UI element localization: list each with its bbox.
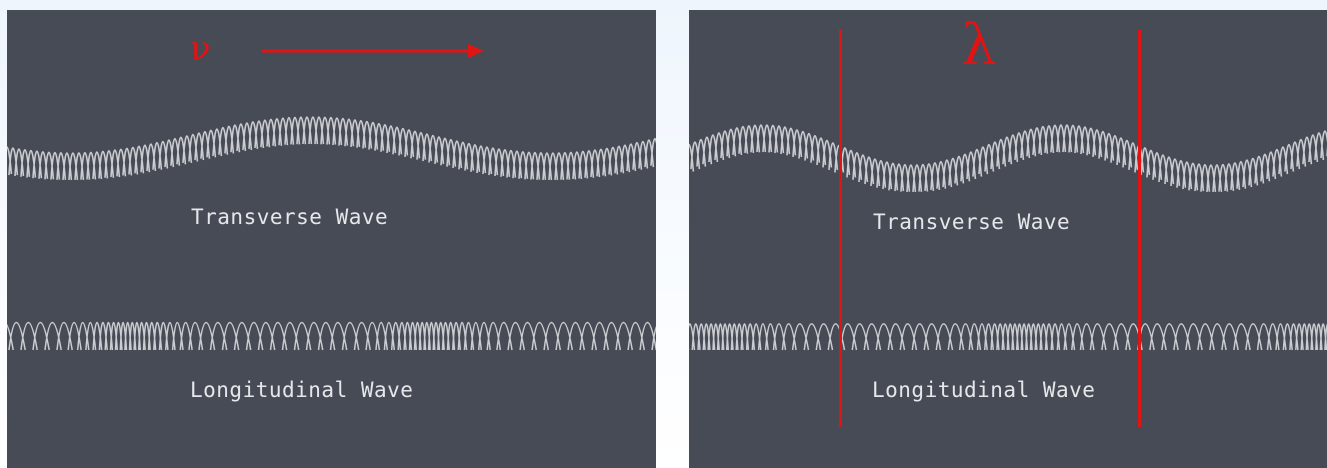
right-waves-drawing <box>689 124 1327 351</box>
right-longitudinal-spring <box>689 323 1327 351</box>
left-panel: ν Transverse Wave Longitudinal Wave <box>7 10 656 468</box>
longitudinal-wave-label: Longitudinal Wave <box>872 378 1096 402</box>
right-transverse-spring <box>689 124 1327 193</box>
velocity-arrow <box>262 44 484 58</box>
velocity-symbol: ν <box>190 29 211 69</box>
wavelength-marker-start <box>839 30 842 427</box>
transverse-wave-label: Transverse Wave <box>873 210 1071 234</box>
longitudinal-wave-label: Longitudinal Wave <box>190 378 414 402</box>
wavelength-marker-end <box>1138 30 1141 427</box>
right-panel: λ Transverse Wave Longitudinal Wave <box>689 10 1327 468</box>
left-waves-drawing <box>7 116 656 351</box>
transverse-wave-label: Transverse Wave <box>191 205 389 229</box>
left-longitudinal-spring <box>7 322 656 351</box>
wavelength-symbol: λ <box>961 13 997 78</box>
left-transverse-spring <box>7 116 656 181</box>
